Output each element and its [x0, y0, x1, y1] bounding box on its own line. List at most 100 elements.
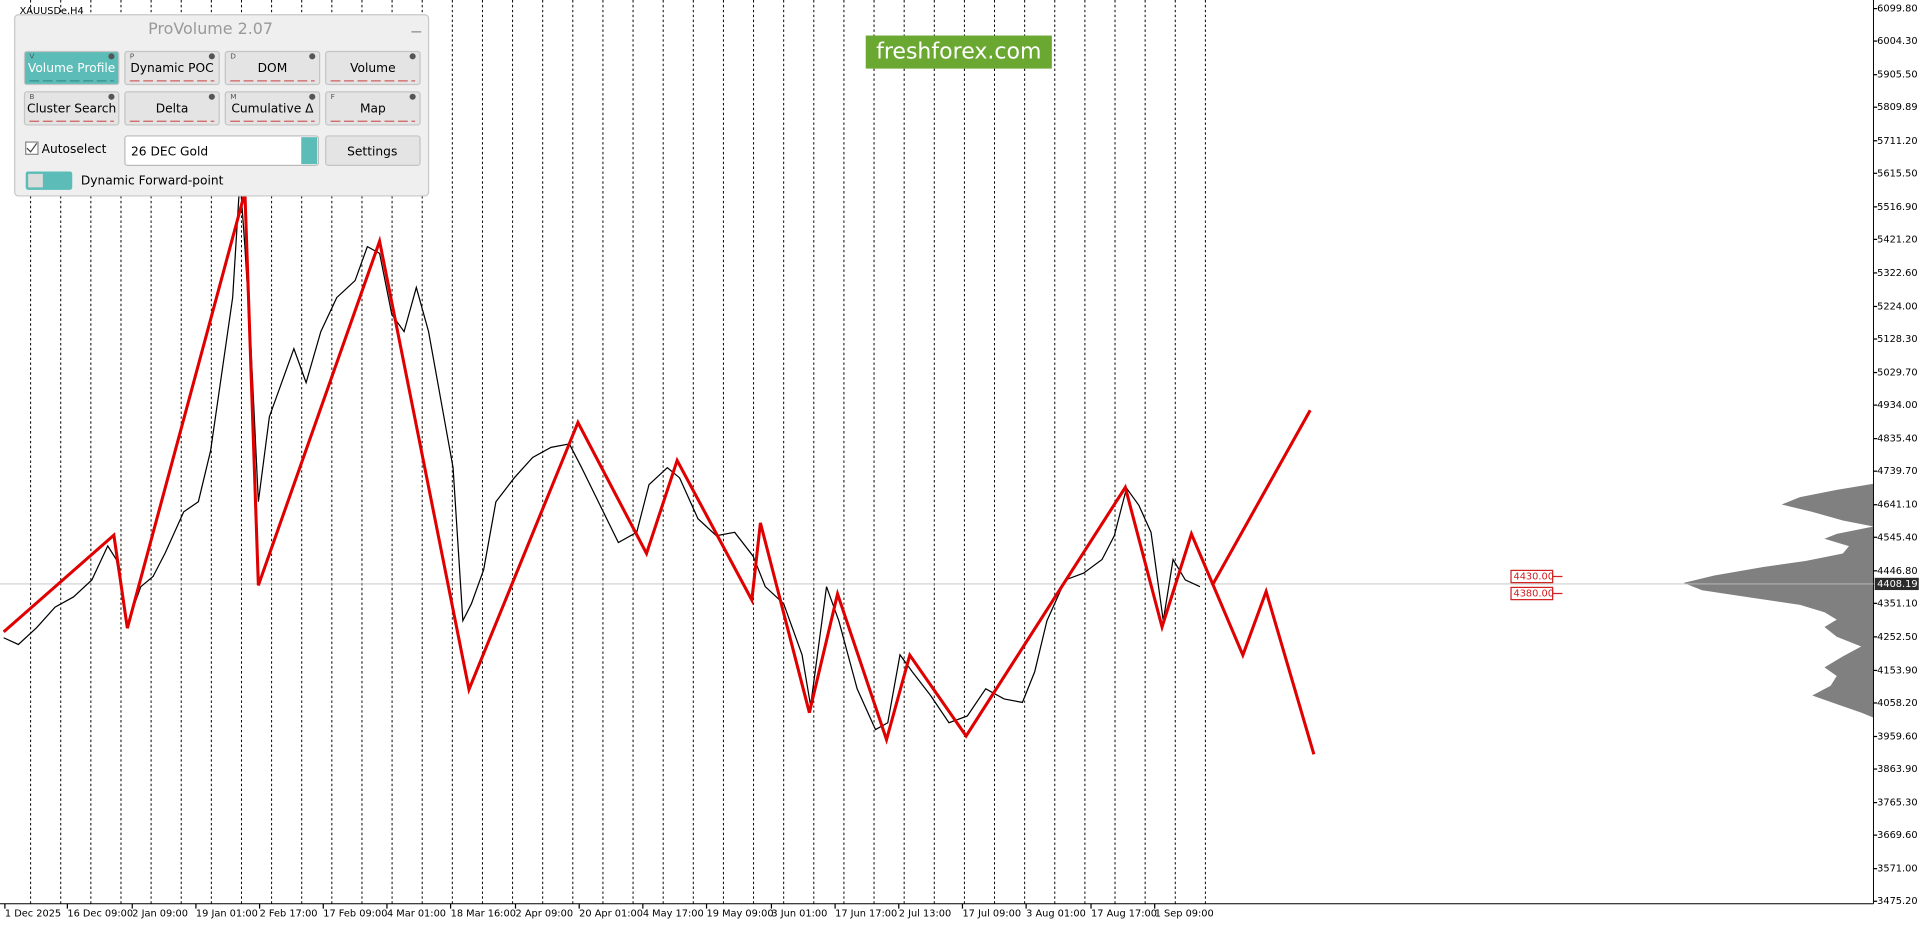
x-tick-label: 2 Apr 09:00: [516, 909, 574, 920]
provolume-panel: ProVolume 2.07 Autoselect 26 DEC Gold Se…: [14, 14, 430, 197]
spinner[interactable]: [301, 137, 318, 165]
y-tick-label: 5615.50: [1877, 168, 1917, 179]
panel-title: ProVolume 2.07: [148, 19, 273, 38]
series-line: [1210, 409, 1312, 587]
level-box: [1510, 586, 1554, 601]
x-tick-label: 2 Jan 09:00: [132, 909, 188, 920]
toggle-knob: [28, 173, 43, 188]
gear-icon[interactable]: [409, 93, 416, 100]
y-tick-label: 4835.40: [1877, 434, 1917, 445]
gear-icon[interactable]: [309, 93, 316, 100]
autoselect-label: Autoselect: [42, 142, 107, 156]
tool-button-label: Cluster Search: [27, 102, 116, 116]
y-tick-label: 6099.80: [1877, 4, 1917, 15]
watermark-text: freshforex.com: [876, 40, 1041, 65]
x-tick-label: 4 Mar 01:00: [387, 909, 446, 920]
tool-button-label: Volume: [350, 61, 396, 75]
settings-button[interactable]: [325, 135, 421, 166]
y-tick-label: 4252.50: [1877, 632, 1917, 643]
y-tick-label: 5809.89: [1877, 102, 1917, 113]
gear-icon[interactable]: [208, 53, 215, 60]
x-tick-label: 17 Aug 17:00: [1091, 909, 1157, 920]
x-tick-label: 4 May 17:00: [643, 909, 704, 920]
y-tick-label: 4739.70: [1877, 466, 1917, 477]
hotkey-label: M: [230, 92, 236, 101]
tool-button[interactable]: [224, 91, 321, 126]
y-tick-label: 4641.10: [1877, 500, 1917, 511]
volume-profile: [1683, 483, 1874, 718]
y-tick-label: 5029.70: [1877, 368, 1917, 379]
x-tick-label: 17 Jul 09:00: [962, 909, 1021, 920]
x-tick-label: 19 May 09:00: [707, 909, 774, 920]
gear-icon[interactable]: [208, 93, 215, 100]
forward-point-label: Dynamic Forward-point: [81, 174, 224, 188]
y-tick-label: 5711.20: [1877, 136, 1917, 147]
tool-button[interactable]: [23, 91, 120, 126]
tool-button[interactable]: [124, 50, 220, 86]
x-tick-label: 17 Jun 17:00: [835, 909, 897, 920]
tool-button-label: DOM: [258, 61, 288, 75]
volume-profile-shape: [1683, 483, 1874, 718]
x-tick-label: 2 Feb 17:00: [260, 909, 318, 920]
series-line: [3, 178, 1201, 731]
x-tick-label: 2 Jul 13:00: [899, 909, 951, 920]
x-tick-label: 17 Feb 09:00: [323, 909, 387, 920]
y-tick-label: 4153.90: [1877, 665, 1917, 676]
hotkey-label: P: [130, 51, 135, 60]
y-tick-label: 5322.60: [1877, 268, 1917, 279]
gear-icon[interactable]: [309, 53, 316, 60]
tool-button-label: Volume Profile: [28, 61, 115, 75]
tool-button[interactable]: [325, 50, 421, 86]
x-tick-label: 19 Jan 01:00: [196, 909, 258, 920]
y-tick-label: 5421.20: [1877, 234, 1917, 245]
y-tick-label: 4058.20: [1877, 698, 1917, 709]
y-tick-label: 3765.30: [1877, 798, 1917, 809]
gear-icon[interactable]: [108, 93, 115, 100]
y-tick-label: 4351.10: [1877, 598, 1917, 609]
tool-button[interactable]: [23, 50, 120, 86]
tool-button-label: Map: [360, 102, 386, 116]
y-tick-label: 5905.50: [1877, 70, 1917, 81]
tool-button[interactable]: [325, 91, 421, 126]
tool-button[interactable]: [124, 91, 220, 126]
y-tick-label: 4545.40: [1877, 532, 1917, 543]
gear-icon[interactable]: [108, 53, 115, 60]
hotkey-label: B: [29, 92, 34, 101]
x-tick-label: 20 Apr 01:00: [579, 909, 643, 920]
x-tick-label: 16 Dec 09:00: [67, 909, 133, 920]
y-tick-label: 5224.00: [1877, 301, 1917, 312]
y-tick-label: 5128.30: [1877, 334, 1917, 345]
hotkey-label: D: [230, 51, 236, 60]
tool-button-label: Delta: [156, 102, 189, 116]
x-tick-label: 3 Jun 01:00: [771, 909, 827, 920]
y-tick-label: 3959.60: [1877, 732, 1917, 743]
hotkey-label: F: [331, 92, 335, 101]
y-tick-label: 4934.00: [1877, 400, 1917, 411]
instrument-value: 26 DEC Gold: [131, 144, 208, 158]
x-tick-label: 18 Mar 16:00: [451, 909, 516, 920]
last-price-label: 4408.19: [1877, 579, 1917, 590]
instrument-dropdown[interactable]: [124, 135, 319, 166]
x-tick-label: 3 Aug 01:00: [1026, 909, 1086, 920]
chart-title: XAUUSDe,H4: [20, 6, 84, 17]
tool-button[interactable]: [224, 50, 321, 86]
x-tick-label: 1 Dec 2025: [5, 909, 61, 920]
watermark: freshforex.com: [865, 35, 1052, 69]
y-tick-label: 5516.90: [1877, 202, 1917, 213]
settings-label: Settings: [347, 144, 397, 158]
level-box: [1510, 569, 1554, 584]
checkmark: [26, 142, 38, 153]
x-tick-label: 1 Sep 09:00: [1155, 909, 1214, 920]
y-tick-label: 6004.30: [1877, 36, 1917, 47]
y-tick-label: 4446.80: [1877, 566, 1917, 577]
y-tick-label: 3475.20: [1877, 896, 1917, 907]
y-tick-label: 3863.90: [1877, 764, 1917, 775]
watermark-box: [865, 35, 1052, 69]
hotkey-label: V: [29, 51, 34, 60]
last-price-box: [1874, 577, 1919, 591]
tool-button-label: Dynamic POC: [130, 61, 213, 75]
tool-button-label: Cumulative Δ: [231, 102, 314, 116]
gear-icon[interactable]: [409, 53, 416, 60]
y-tick-label: 3669.60: [1877, 830, 1917, 841]
